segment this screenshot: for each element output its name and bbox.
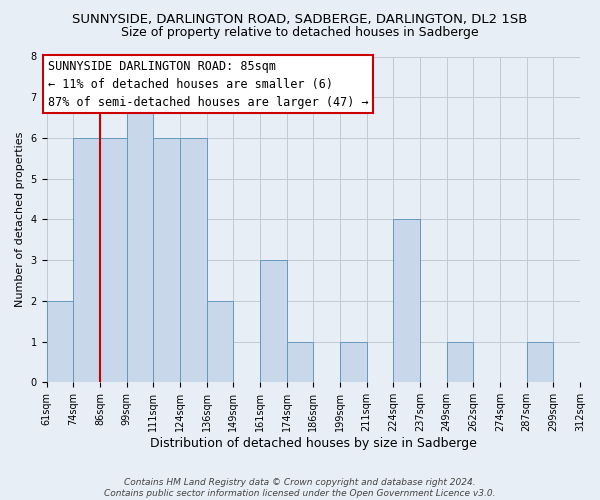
Text: Size of property relative to detached houses in Sadberge: Size of property relative to detached ho… <box>121 26 479 39</box>
Bar <box>393 220 420 382</box>
Bar <box>73 138 100 382</box>
Bar <box>260 260 287 382</box>
Text: Contains HM Land Registry data © Crown copyright and database right 2024.
Contai: Contains HM Land Registry data © Crown c… <box>104 478 496 498</box>
Bar <box>340 342 367 382</box>
Bar <box>127 97 153 382</box>
X-axis label: Distribution of detached houses by size in Sadberge: Distribution of detached houses by size … <box>150 437 477 450</box>
Bar <box>287 342 313 382</box>
Y-axis label: Number of detached properties: Number of detached properties <box>15 132 25 307</box>
Bar <box>47 301 73 382</box>
Text: SUNNYSIDE DARLINGTON ROAD: 85sqm
← 11% of detached houses are smaller (6)
87% of: SUNNYSIDE DARLINGTON ROAD: 85sqm ← 11% o… <box>48 60 368 109</box>
Bar <box>153 138 180 382</box>
Text: SUNNYSIDE, DARLINGTON ROAD, SADBERGE, DARLINGTON, DL2 1SB: SUNNYSIDE, DARLINGTON ROAD, SADBERGE, DA… <box>73 12 527 26</box>
Bar <box>206 301 233 382</box>
Bar <box>446 342 473 382</box>
Bar <box>527 342 553 382</box>
Bar <box>100 138 127 382</box>
Bar <box>180 138 206 382</box>
